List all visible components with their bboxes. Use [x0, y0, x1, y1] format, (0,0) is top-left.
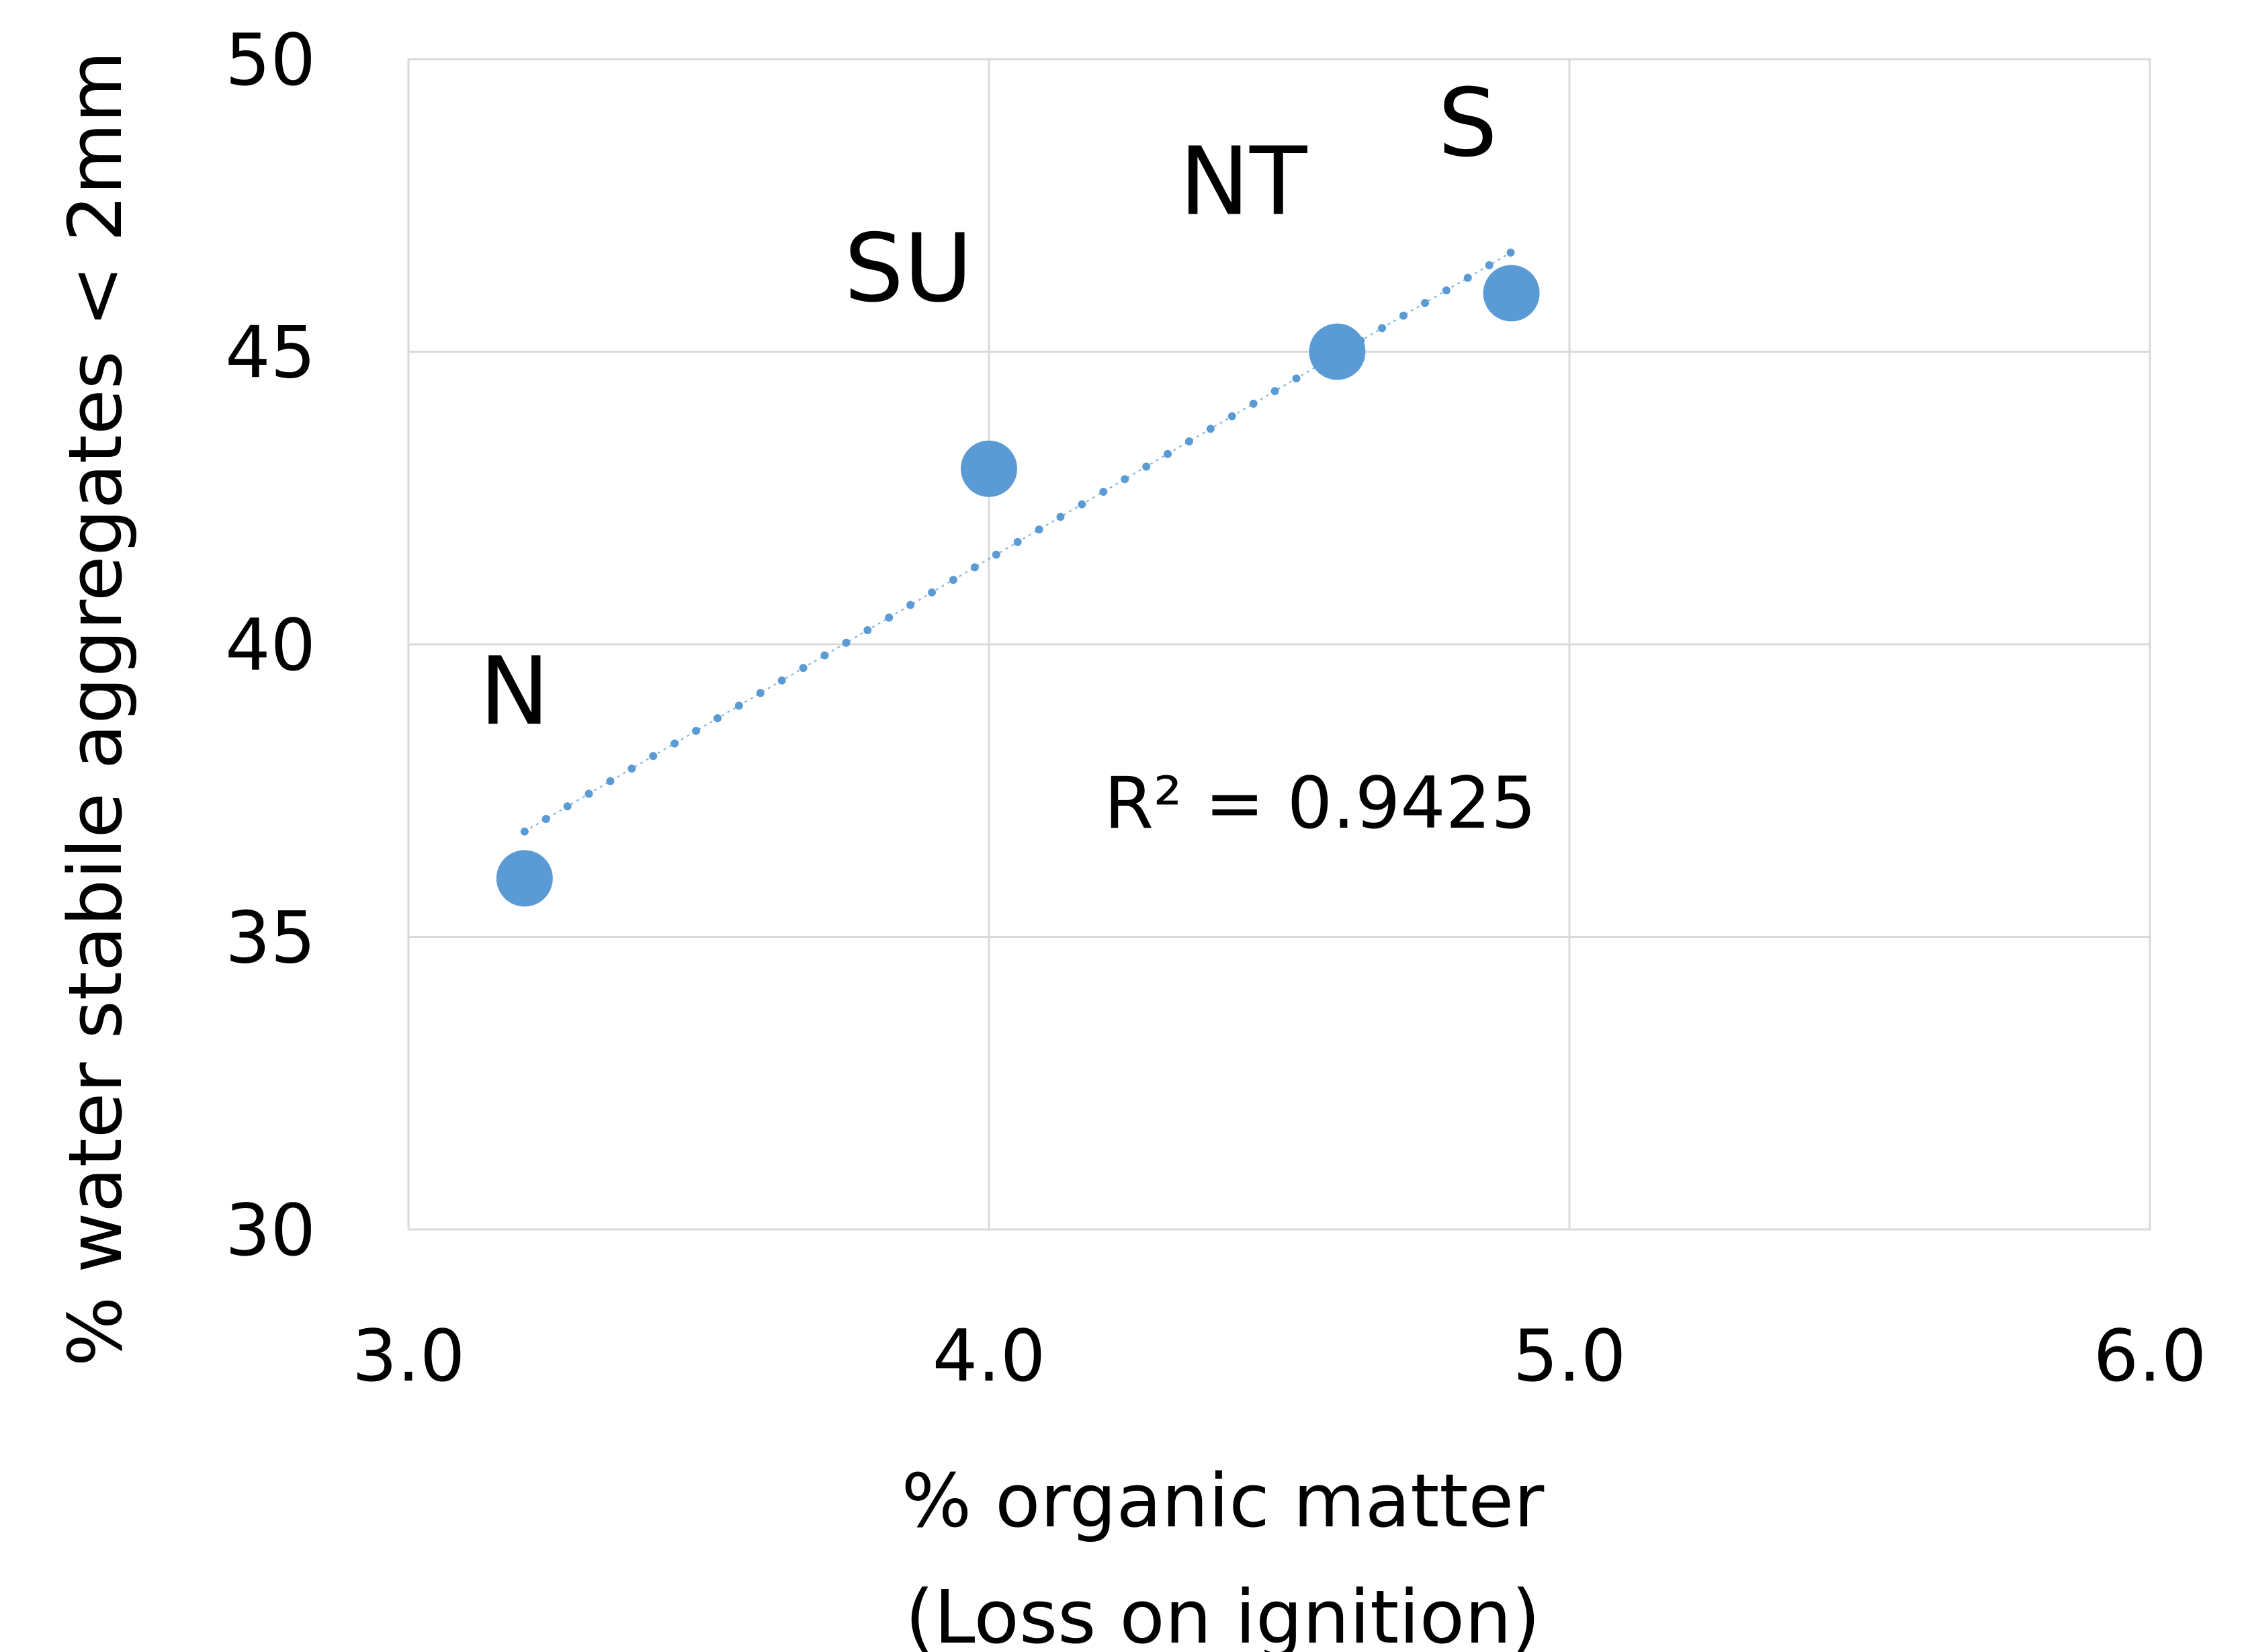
trendline-path	[524, 251, 1512, 832]
grid-lines	[408, 59, 2150, 1229]
x-tick-label: 5.0	[1513, 1315, 1627, 1397]
y-tick-label: 30	[225, 1189, 316, 1272]
point-label-su: SU	[844, 214, 972, 324]
x-axis-tick-labels: 3.0 4.0 5.0 6.0	[352, 1315, 2207, 1397]
y-tick-label: 40	[225, 604, 316, 687]
x-axis-title-line-2: (Loss on ignition)	[905, 1574, 1540, 1652]
plot-area-frame	[407, 58, 2151, 1231]
y-axis-tick-labels: 30 35 40 45 50	[225, 19, 316, 1272]
trendline	[520, 248, 1516, 836]
data-point-s	[1483, 265, 1540, 322]
x-tick-label: 4.0	[933, 1315, 1046, 1397]
x-axis-title-line-1: % organic matter	[902, 1458, 1545, 1544]
point-label-s: S	[1438, 69, 1498, 178]
r-squared-annotation: R² = 0.9425	[1104, 762, 1536, 844]
y-axis-title: % water stabile aggregates < 2mm	[52, 51, 138, 1367]
data-point-su	[961, 440, 1017, 497]
x-tick-label: 3.0	[352, 1315, 466, 1397]
point-label-nt: NT	[1179, 128, 1307, 237]
x-tick-label: 6.0	[2093, 1315, 2207, 1397]
point-labels: N SU NT S	[479, 69, 1498, 746]
data-points	[496, 265, 1540, 907]
data-point-nt	[1309, 323, 1366, 380]
y-tick-label: 45	[225, 312, 316, 394]
y-tick-label: 35	[225, 897, 316, 980]
data-point-n	[496, 850, 553, 907]
y-tick-label: 50	[225, 19, 316, 101]
point-label-n: N	[479, 637, 550, 746]
